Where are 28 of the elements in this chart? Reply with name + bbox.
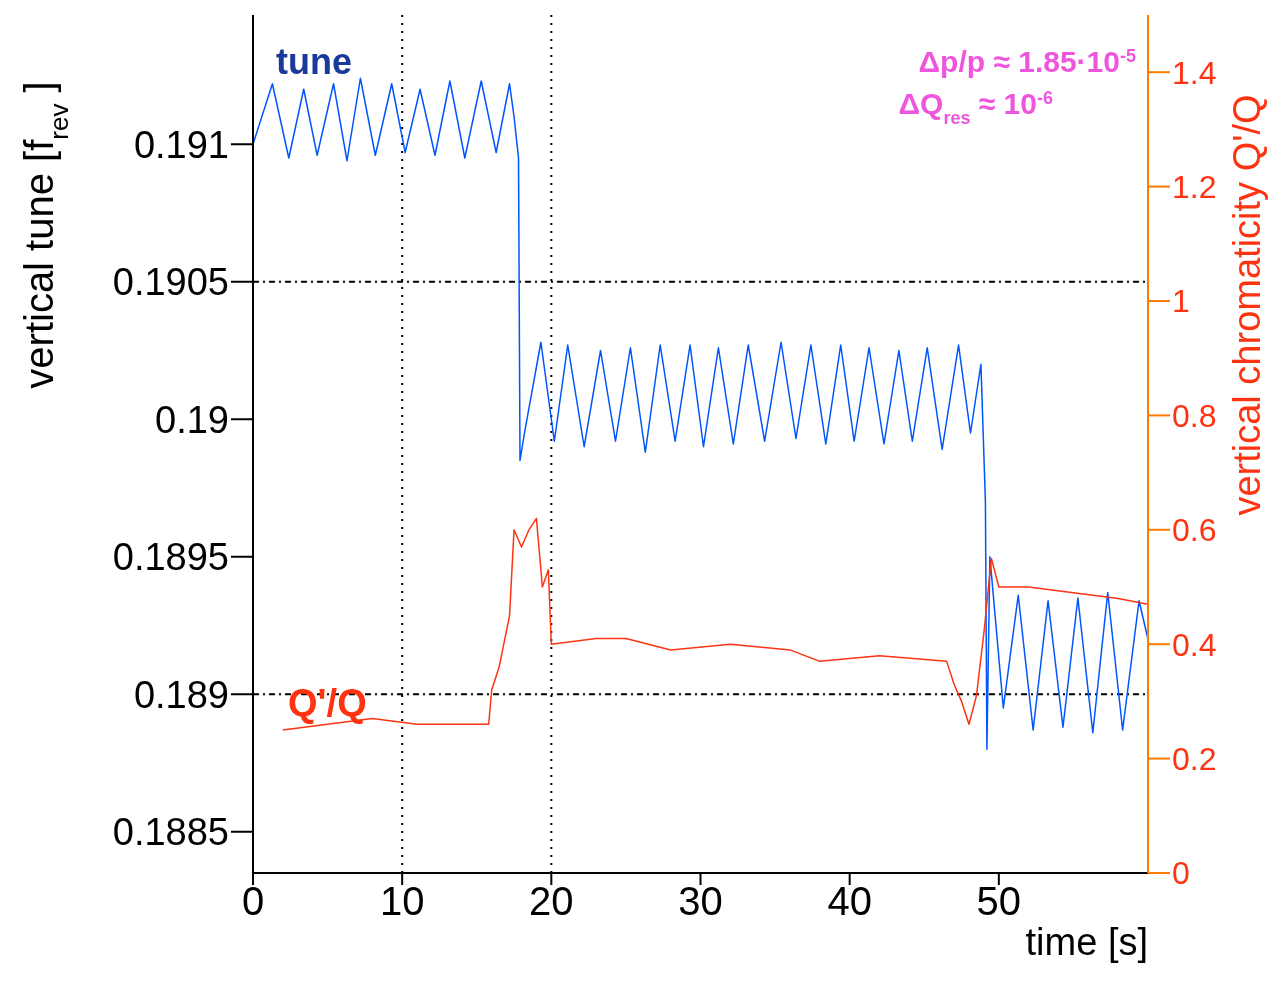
x-tick-label: 30 <box>678 879 723 924</box>
x-tick-label: 10 <box>379 879 425 924</box>
x-tick-label: 0 <box>241 879 265 924</box>
y2-tick-label: 1.2 <box>1172 168 1217 205</box>
annotation: tune <box>276 41 352 82</box>
x-axis-title: time [s] <box>1025 921 1148 963</box>
y2-tick-label: 0.6 <box>1172 512 1217 549</box>
annotation: Δp/p ≈ 1.85·10$^{-5}$ <box>918 45 1136 78</box>
x-tick-label: 50 <box>976 879 1022 924</box>
y2-tick-label: 0.2 <box>1172 740 1217 777</box>
x-tick-label: 20 <box>529 879 574 924</box>
y2-axis-title: vertical chromaticity Q'/Q <box>1226 94 1268 516</box>
line-series <box>282 517 1148 731</box>
y-tick-label: 0.189 <box>133 673 229 716</box>
y2-tick-label: 0.4 <box>1172 626 1217 663</box>
y2-tick-label: 0.8 <box>1172 397 1217 434</box>
y-tick-label: 0.19 <box>155 398 229 441</box>
y-tick-label: 0.191 <box>133 123 229 166</box>
x-tick-label: 40 <box>827 879 872 924</box>
annotation: Q'/Q <box>288 682 367 724</box>
y-tick-label: 0.1885 <box>112 811 229 854</box>
y-tick-label: 0.1905 <box>112 261 229 304</box>
y2-tick-label: 0 <box>1172 855 1190 892</box>
annotation: ΔQ$_{res}$ ≈ 10$^{-6}$ <box>898 87 1053 128</box>
y2-tick-label: 1 <box>1172 283 1190 320</box>
y-tick-label: 0.1895 <box>112 536 229 579</box>
y2-tick-label: 1.4 <box>1172 54 1217 91</box>
line-series <box>253 77 1148 750</box>
